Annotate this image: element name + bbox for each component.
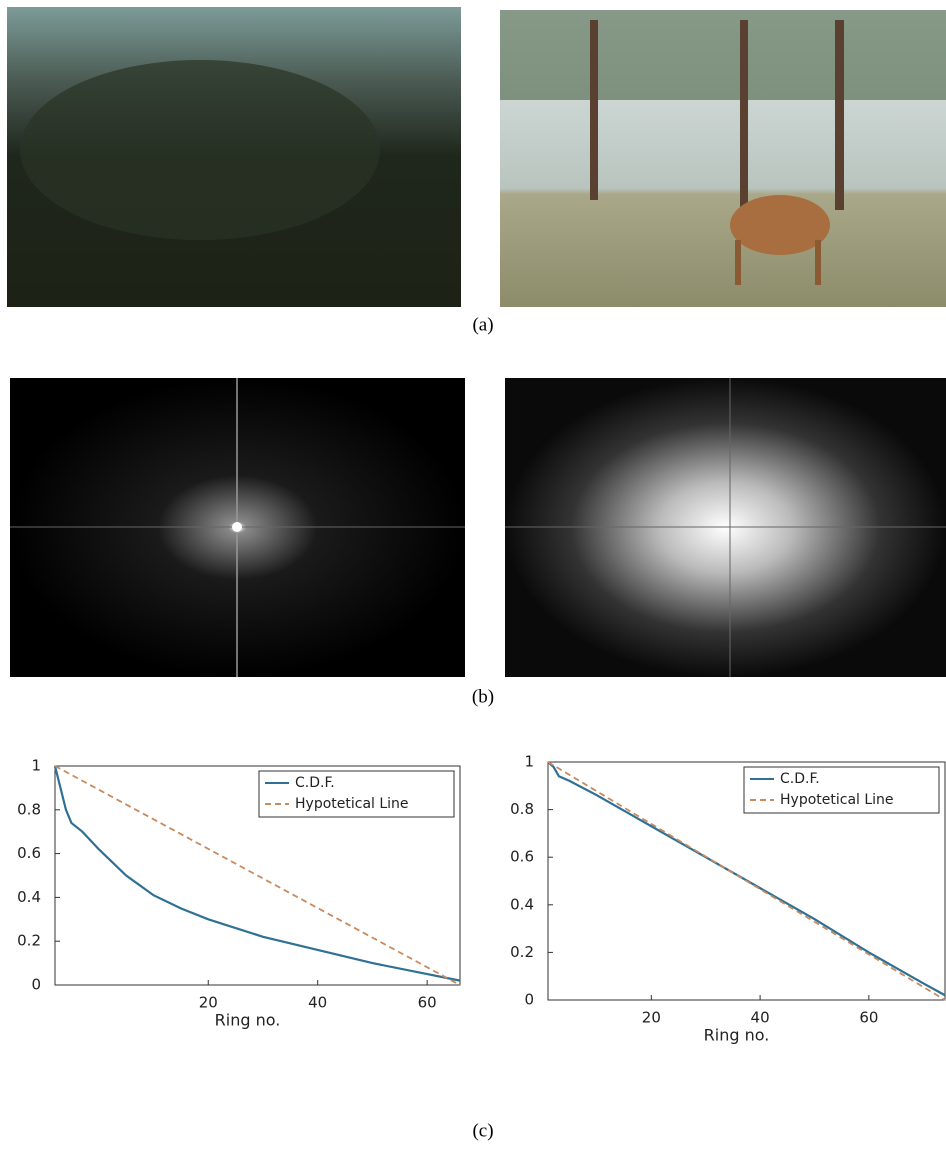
x-tick-label: 60 — [418, 994, 437, 1012]
legend-label: C.D.F. — [295, 775, 335, 791]
y-tick-label: 0 — [31, 976, 41, 994]
x-tick-label: 20 — [642, 1009, 661, 1027]
photo-blurry — [7, 7, 461, 307]
legend-label: C.D.F. — [780, 771, 820, 787]
y-tick-label: 0.8 — [510, 800, 534, 818]
spectrum-sharp — [505, 378, 946, 677]
y-tick-label: 0.4 — [17, 888, 41, 906]
figure: (a) (b) (c) 0 0.2 0.4 0.6 0.8 1 20 40 60 Ring no.… — [0, 0, 946, 1153]
caption: (a) — [472, 314, 493, 335]
caption: (c) — [472, 1120, 493, 1141]
legend-label: Hypotetical Line — [295, 796, 409, 812]
x-axis-label: Ring no. — [215, 1011, 281, 1030]
photo-ibex — [500, 10, 946, 307]
y-tick-label: 0.4 — [510, 895, 534, 913]
spectrum-blurry — [10, 378, 465, 677]
x-tick-label: 40 — [308, 994, 327, 1012]
x-axis-label: Ring no. — [704, 1026, 770, 1045]
x-tick-label: 20 — [199, 994, 218, 1012]
y-tick-label: 0.2 — [17, 932, 41, 950]
y-tick-label: 1 — [524, 753, 534, 771]
y-tick-label: 0.2 — [510, 943, 534, 961]
caption: (b) — [472, 686, 494, 707]
page: (a) (b) (c) 0 0.2 0.4 0.6 0.8 1 20 40 60 Ring no.… — [0, 0, 946, 1153]
y-tick-label: 0 — [524, 991, 534, 1009]
y-tick-label: 0.6 — [510, 848, 534, 866]
legend-label: Hypotetical Line — [780, 792, 894, 808]
y-tick-label: 0.8 — [17, 800, 41, 818]
y-tick-label: 0.6 — [17, 844, 41, 862]
x-tick-label: 60 — [859, 1009, 878, 1027]
x-tick-label: 40 — [751, 1009, 770, 1027]
y-tick-label: 1 — [31, 757, 41, 775]
